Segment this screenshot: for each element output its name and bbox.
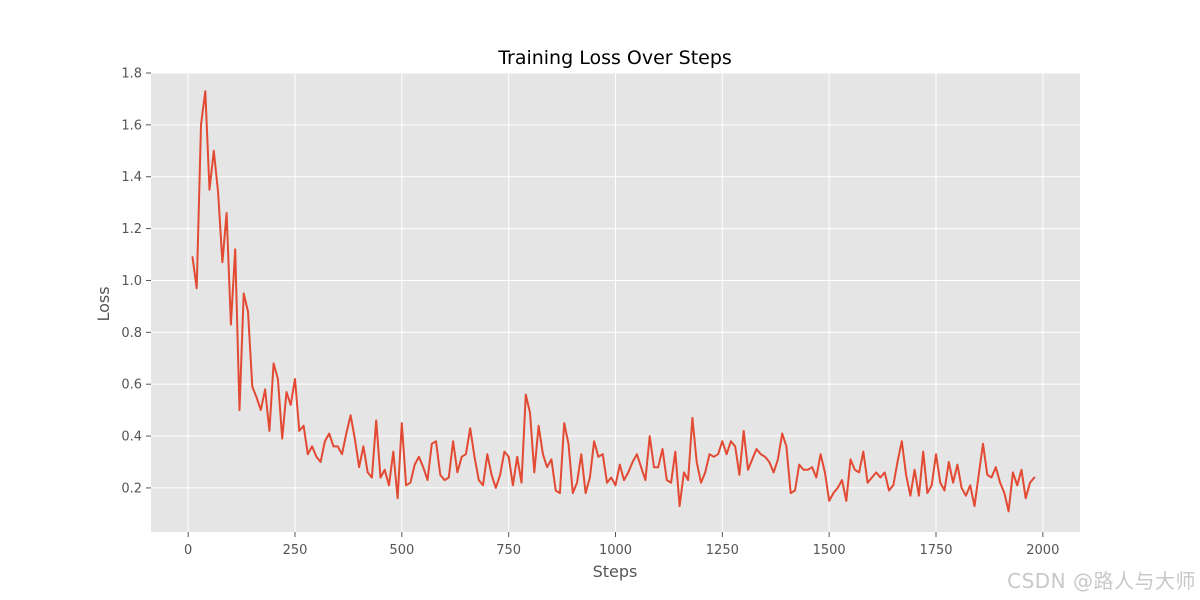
gridlines bbox=[151, 72, 1080, 532]
y-tick-label: 1.6 bbox=[121, 118, 142, 133]
x-tick-label: 2000 bbox=[1026, 543, 1059, 558]
y-tick-label: 0.6 bbox=[121, 378, 142, 393]
y-tick-label: 1.2 bbox=[121, 222, 142, 237]
x-tick-label: 1000 bbox=[599, 543, 632, 558]
y-axis-label: Loss bbox=[94, 286, 113, 321]
x-tick-label: 0 bbox=[184, 543, 192, 558]
x-tick-label: 1750 bbox=[919, 543, 952, 558]
x-tick-label: 1250 bbox=[706, 543, 739, 558]
y-tick-label: 1.4 bbox=[121, 170, 142, 185]
x-axis-label: Steps bbox=[593, 562, 638, 581]
y-tick-label: 0.2 bbox=[121, 481, 142, 496]
loss-series-line bbox=[191, 90, 1036, 513]
x-tick-label: 1500 bbox=[813, 543, 846, 558]
y-tick-label: 0.4 bbox=[121, 430, 142, 445]
series-layer bbox=[191, 90, 1036, 513]
x-axis-ticks: 0 250 500 750 1000 1250 1500 1750 2000 bbox=[184, 532, 1059, 558]
y-tick-label: 0.8 bbox=[121, 326, 142, 341]
chart-title: Training Loss Over Steps bbox=[497, 47, 732, 69]
y-tick-label: 1.0 bbox=[121, 274, 142, 289]
watermark: CSDN @路人与大师 bbox=[1007, 569, 1196, 593]
y-axis-ticks: 0.2 0.4 0.6 0.8 1.0 1.2 1.4 1.6 1.8 bbox=[121, 67, 151, 496]
x-tick-label: 500 bbox=[389, 543, 414, 558]
y-tick-label: 1.8 bbox=[121, 67, 142, 82]
x-tick-label: 250 bbox=[283, 543, 308, 558]
x-tick-label: 750 bbox=[496, 543, 521, 558]
